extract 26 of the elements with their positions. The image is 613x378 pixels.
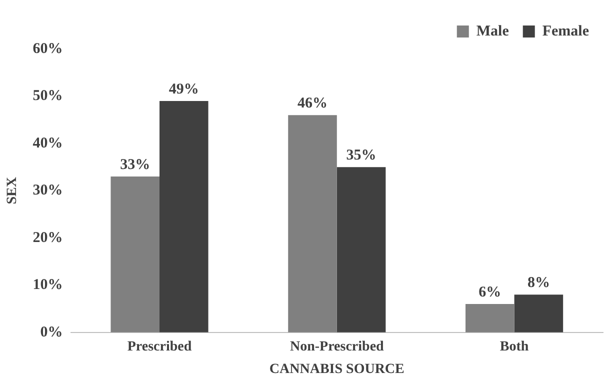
y-tick-label: 30% <box>32 182 63 199</box>
bar <box>466 304 514 332</box>
bar <box>288 115 337 332</box>
bar <box>336 167 386 332</box>
data-label: 49% <box>168 81 199 98</box>
bar <box>514 294 564 332</box>
data-label: 8% <box>527 274 550 291</box>
x-tick-label: Both <box>500 339 529 354</box>
y-tick-label: 10% <box>32 277 63 294</box>
y-axis-title: SEX <box>5 177 20 204</box>
data-label: 33% <box>120 156 150 173</box>
data-label: 6% <box>478 284 502 300</box>
y-tick-label: 60% <box>32 40 63 57</box>
data-label: 46% <box>298 96 328 112</box>
y-tick-label: 0% <box>40 324 63 340</box>
x-tick-label: Non-Prescribed <box>290 339 384 354</box>
data-label: 35% <box>346 147 376 164</box>
y-tick-label: 50% <box>32 88 63 104</box>
x-tick-label: Prescribed <box>127 339 192 354</box>
y-tick-label: 40% <box>32 135 63 152</box>
y-tick-label: 20% <box>32 230 63 246</box>
legend-label: Female <box>542 23 590 40</box>
bar <box>160 100 208 332</box>
legend-label: Male <box>476 23 510 40</box>
x-axis-title: CANNABIS SOURCE <box>269 362 404 378</box>
bar <box>110 176 160 332</box>
